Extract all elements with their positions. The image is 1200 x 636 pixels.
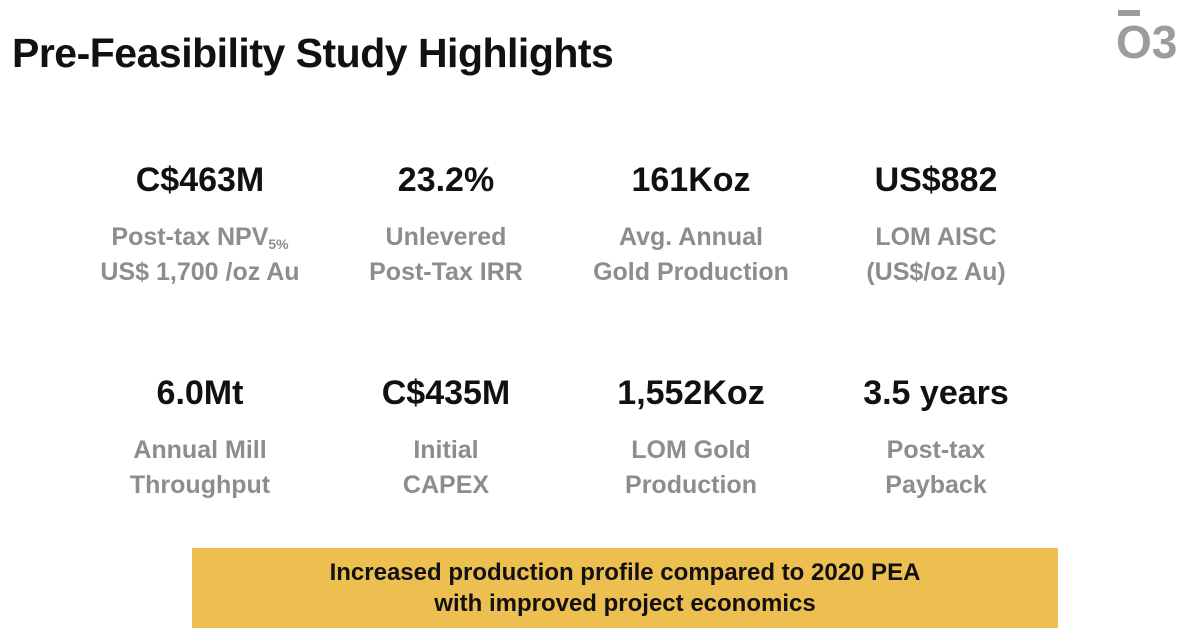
page-title: Pre-Feasibility Study Highlights xyxy=(12,30,614,76)
stat-label-line1: Unlevered xyxy=(385,223,507,251)
stat-value: US$882 xyxy=(874,161,998,199)
stat-label-line1: Avg. Annual xyxy=(619,223,763,251)
stat-label-line2: (US$/oz Au) xyxy=(866,258,1006,286)
highlight-banner: Increased production profile compared to… xyxy=(192,548,1058,628)
stat-mill-throughput: 6.0Mt Annual Mill Throughput xyxy=(70,373,330,503)
stat-label-text: Post-tax NPV xyxy=(111,223,269,251)
stat-label: Unlevered Post-Tax IRR xyxy=(316,220,576,290)
logo-bar xyxy=(1118,10,1140,16)
stat-npv: C$463M Post-tax NPV5% US$ 1,700 /oz Au xyxy=(70,160,330,290)
stat-label-line1: Post-tax NPV5% xyxy=(70,220,330,255)
banner-line1: Increased production profile compared to… xyxy=(329,559,921,586)
stat-value: C$435M xyxy=(381,374,511,412)
stat-label-line1: LOM Gold xyxy=(631,436,751,464)
stat-value: 1,552Koz xyxy=(617,374,765,412)
stat-aisc: US$882 LOM AISC (US$/oz Au) xyxy=(806,160,1066,290)
stat-label-line2: Payback xyxy=(885,471,987,499)
stat-value: 3.5 years xyxy=(863,374,1009,412)
stat-label-line2: Post-Tax IRR xyxy=(369,258,523,286)
stat-label: Initial CAPEX xyxy=(316,433,576,503)
logo-text: O3 xyxy=(1116,16,1178,68)
stat-value: 6.0Mt xyxy=(156,374,244,412)
stat-capex: C$435M Initial CAPEX xyxy=(316,373,576,503)
stat-irr: 23.2% Unlevered Post-Tax IRR xyxy=(316,160,576,290)
stat-label: Post-tax Payback xyxy=(806,433,1066,503)
stat-label-line1: Initial xyxy=(413,436,479,464)
stat-label-line2: CAPEX xyxy=(402,471,490,499)
stat-label-subscript: 5% xyxy=(268,236,289,252)
stat-value: 161Koz xyxy=(631,161,751,199)
stat-label-line2: Production xyxy=(625,471,757,499)
stat-label-line1: LOM AISC xyxy=(875,223,997,251)
o3-logo: O3 xyxy=(1116,10,1184,68)
stat-label-line1: Post-tax xyxy=(886,436,986,464)
stat-annual-production: 161Koz Avg. Annual Gold Production xyxy=(561,160,821,290)
stat-label-line2: Throughput xyxy=(129,471,271,499)
stat-label-line2: Gold Production xyxy=(593,258,789,286)
banner-line2: with improved project economics xyxy=(434,590,816,617)
stat-lom-production: 1,552Koz LOM Gold Production xyxy=(561,373,821,503)
stat-value: C$463M xyxy=(135,161,265,199)
stat-value: 23.2% xyxy=(397,161,495,199)
stat-payback: 3.5 years Post-tax Payback xyxy=(806,373,1066,503)
stat-label-line2: US$ 1,700 /oz Au xyxy=(100,258,300,286)
stat-label-line1: Annual Mill xyxy=(133,436,267,464)
stat-label: Post-tax NPV5% US$ 1,700 /oz Au xyxy=(70,220,330,290)
stat-label: Annual Mill Throughput xyxy=(70,433,330,503)
stat-label: LOM Gold Production xyxy=(561,433,821,503)
stat-label: LOM AISC (US$/oz Au) xyxy=(806,220,1066,290)
stat-label: Avg. Annual Gold Production xyxy=(561,220,821,290)
